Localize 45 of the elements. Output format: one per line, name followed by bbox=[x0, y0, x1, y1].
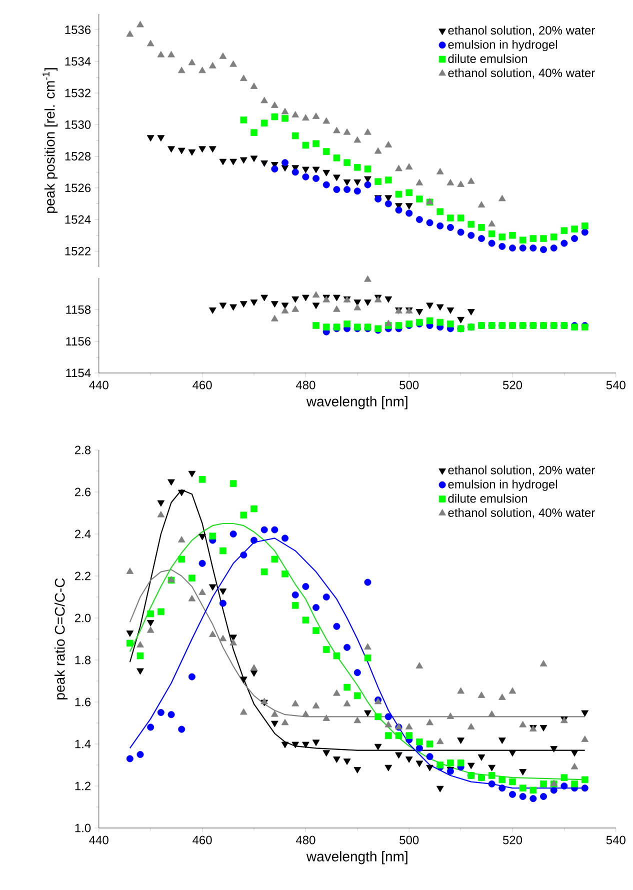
y-tick-label: 1524 bbox=[65, 215, 91, 224]
y-tick-label: 1526 bbox=[65, 184, 91, 192]
y-tick-label: 1156 bbox=[66, 337, 91, 346]
x-tick-label: 460 bbox=[192, 380, 212, 390]
y-tick-label: 1.6 bbox=[75, 698, 91, 706]
legend-label: dilute emulsion bbox=[448, 494, 528, 503]
x-tick-label: 500 bbox=[400, 836, 419, 844]
y-tick-label: 1530 bbox=[65, 120, 91, 129]
y-tick-label: 2.0 bbox=[75, 614, 91, 622]
x-axis-title: wavelength [nm] bbox=[306, 851, 408, 864]
y-tick-label: 1158 bbox=[66, 305, 91, 314]
y-tick-label: 1534 bbox=[65, 57, 91, 66]
y-tick-label: 1.4 bbox=[75, 740, 91, 748]
y-tick-label: 2.4 bbox=[75, 530, 91, 538]
x-tick-label: 540 bbox=[606, 380, 626, 390]
x-tick-label: 440 bbox=[89, 380, 108, 390]
legend-label: emulsion in hydrogel bbox=[448, 480, 558, 491]
legend-label: dilute emulsion bbox=[448, 54, 528, 63]
y-axis-title: peak ratio C=C/C-C bbox=[54, 578, 68, 700]
x-tick-label: 480 bbox=[296, 380, 316, 390]
x-tick-label: 500 bbox=[400, 380, 419, 390]
y-tick-label: 1532 bbox=[65, 88, 91, 98]
x-tick-label: 460 bbox=[192, 836, 212, 844]
legend-label: ethanol solution, 20% water bbox=[448, 466, 595, 476]
legend-label: ethanol solution, 20% water bbox=[448, 26, 595, 36]
y-tick-label: 1522 bbox=[65, 246, 91, 256]
y-tick-label: 1.2 bbox=[75, 782, 91, 790]
y-tick-label: 1154 bbox=[66, 368, 91, 378]
legend-label: ethanol solution, 40% water bbox=[448, 68, 595, 79]
y-tick-label: 1536 bbox=[65, 26, 91, 34]
x-tick-label: 480 bbox=[296, 836, 316, 844]
x-tick-label: 440 bbox=[89, 836, 108, 844]
legend-label: emulsion in hydrogel bbox=[448, 40, 558, 52]
y-tick-label: 2.6 bbox=[75, 488, 91, 496]
legend-label: ethanol solution, 40% water bbox=[448, 508, 595, 518]
x-tick-label: 540 bbox=[606, 836, 626, 844]
y-axis-title: peak position [rel. cm$^{-1}$] bbox=[42, 68, 58, 213]
x-tick-label: 520 bbox=[503, 380, 522, 390]
x-axis-title: wavelength [nm] bbox=[306, 396, 408, 410]
y-tick-label: 1.8 bbox=[75, 656, 91, 664]
y-tick-label: 2.8 bbox=[75, 446, 91, 454]
x-tick-label: 520 bbox=[503, 836, 522, 844]
y-tick-label: 1.0 bbox=[75, 824, 91, 832]
y-tick-label: 2.2 bbox=[75, 572, 91, 580]
y-tick-label: 1528 bbox=[65, 152, 91, 161]
